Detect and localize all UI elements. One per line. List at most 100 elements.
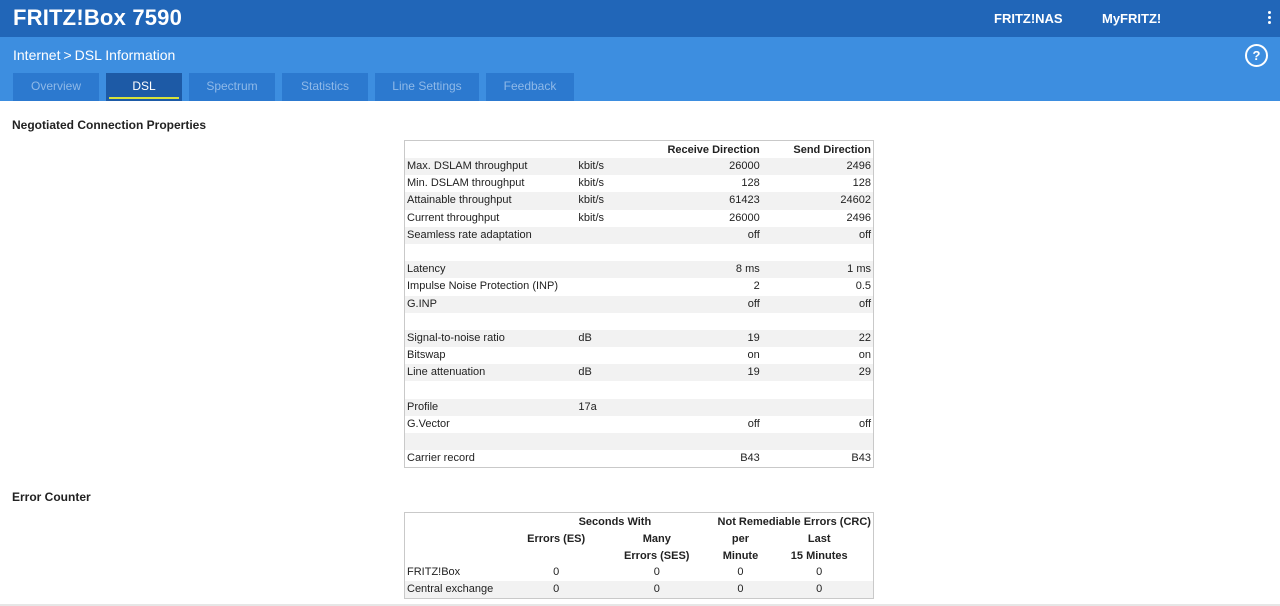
receive-value (652, 244, 762, 261)
row-unit (576, 295, 652, 313)
nav-myfritz-link[interactable]: MyFRITZ! (1102, 11, 1162, 26)
receive-value: off (651, 226, 762, 244)
table-row (405, 244, 874, 261)
empty-header (405, 547, 515, 564)
row-label: Carrier record (407, 452, 475, 465)
row-label: G.INP (404, 295, 577, 313)
column-header: Receive Direction (667, 143, 760, 156)
column-header: per (715, 530, 766, 547)
table-row: Max. DSLAM throughput kbit/s 26000 2496 (404, 158, 874, 176)
send-value (761, 398, 874, 416)
sub-header: Internet > DSL Information ? Overview DSL … (0, 37, 1280, 101)
column-header-row: Errors (ES) Many per Last (405, 530, 874, 547)
tab-spectrum[interactable]: Spectrum (189, 73, 275, 101)
table-row: FRITZ!Box 0 0 0 0 (404, 564, 874, 582)
error-value: 0 (514, 581, 599, 599)
column-header: Minute (715, 547, 766, 564)
error-value: 0 (765, 564, 874, 582)
receive-value: on (747, 349, 760, 362)
row-unit: dB (576, 364, 652, 382)
table-row: Attainable throughput kbit/s 61423 24602 (404, 192, 874, 210)
row-unit (576, 261, 652, 279)
receive-value: 128 (741, 177, 760, 190)
table-header-row: Receive Direction Send Direction (405, 141, 874, 159)
row-unit (576, 450, 652, 468)
row-unit: kbit/s (576, 158, 652, 176)
table-row: Min. DSLAM throughput kbit/s 128 128 (405, 175, 874, 192)
send-value: 2496 (761, 158, 874, 176)
send-value: 29 (761, 364, 874, 382)
row-label: Attainable throughput (404, 192, 577, 210)
error-counter-section-title: Error Counter (12, 490, 91, 504)
row-label: Current throughput (407, 211, 500, 224)
breadcrumb-separator-icon: > (63, 47, 72, 63)
row-label: Signal-to-noise ratio (404, 329, 577, 348)
table-row (405, 313, 874, 330)
send-value: off (761, 295, 874, 313)
send-value: off (761, 226, 874, 244)
tab-line-settings[interactable]: Line Settings (375, 73, 479, 101)
row-label: Central exchange (404, 581, 515, 599)
row-label: Min. DSLAM throughput (407, 177, 525, 190)
row-label (405, 244, 577, 261)
receive-value: off (651, 295, 762, 313)
send-value: 24602 (761, 192, 874, 210)
error-value: 0 (715, 564, 766, 582)
row-unit (576, 244, 652, 261)
column-header (576, 141, 652, 159)
row-unit: kbit/s (578, 177, 605, 190)
receive-value: off (747, 417, 760, 430)
row-label (404, 433, 577, 451)
table-row: Impulse Noise Protection (INP) 2 0.5 (405, 278, 874, 295)
send-value: 0.5 (855, 280, 871, 293)
row-unit (576, 416, 652, 433)
receive-value (651, 433, 762, 451)
receive-value: 61423 (651, 192, 762, 210)
column-header: Send Direction (793, 143, 871, 156)
receive-value: 19 (651, 329, 762, 348)
send-value (762, 313, 874, 330)
breadcrumb-parent[interactable]: Internet (13, 47, 61, 63)
tab-dsl[interactable]: DSL (106, 73, 182, 101)
error-value: 0 (598, 564, 716, 582)
table-row: Signal-to-noise ratio dB 19 22 (404, 329, 874, 348)
more-menu-icon[interactable] (1268, 11, 1272, 26)
nav-fritznas-link[interactable]: FRITZ!NAS (994, 11, 1063, 26)
bottom-divider (0, 604, 1280, 606)
negotiated-properties-table: Receive Direction Send Direction Max. DSLA… (404, 140, 874, 469)
group-header-row: Seconds With Not Remediable Errors (CRC) (405, 513, 874, 531)
receive-value: B43 (740, 452, 760, 465)
row-unit (576, 226, 652, 244)
send-value: on (858, 349, 871, 362)
empty-header (405, 513, 515, 531)
tab-statistics[interactable]: Statistics (282, 73, 368, 101)
breadcrumb: Internet > DSL Information (13, 47, 175, 63)
breadcrumb-current: DSL Information (74, 47, 176, 63)
row-label: Seamless rate adaptation (404, 226, 577, 244)
send-value (761, 433, 874, 451)
send-value: off (858, 417, 871, 430)
row-label: G.Vector (407, 417, 450, 430)
row-label: Bitswap (407, 349, 446, 362)
column-header: Errors (ES) (514, 530, 599, 547)
send-value: 22 (761, 329, 874, 348)
negotiated-section-title: Negotiated Connection Properties (12, 118, 207, 132)
help-icon[interactable]: ? (1245, 44, 1268, 67)
error-value: 0 (598, 581, 716, 599)
error-counter-table: Seconds With Not Remediable Errors (CRC) E… (404, 512, 874, 600)
row-label: FRITZ!Box (404, 564, 515, 582)
table-row (405, 381, 874, 398)
tab-feedback[interactable]: Feedback (486, 73, 574, 101)
row-unit (576, 313, 652, 330)
group-header-seconds-with: Seconds With (578, 515, 652, 528)
send-value: 1 ms (761, 261, 874, 279)
tab-overview[interactable]: Overview (13, 73, 99, 101)
table-row: G.Vector off off (405, 416, 874, 433)
table-row: Profile 17a (404, 398, 874, 416)
receive-value (652, 313, 762, 330)
row-label: Impulse Noise Protection (INP) (407, 280, 558, 293)
send-value: 2496 (846, 211, 871, 224)
row-unit (576, 381, 652, 398)
receive-value: 2 (753, 280, 760, 293)
row-unit (576, 347, 652, 364)
